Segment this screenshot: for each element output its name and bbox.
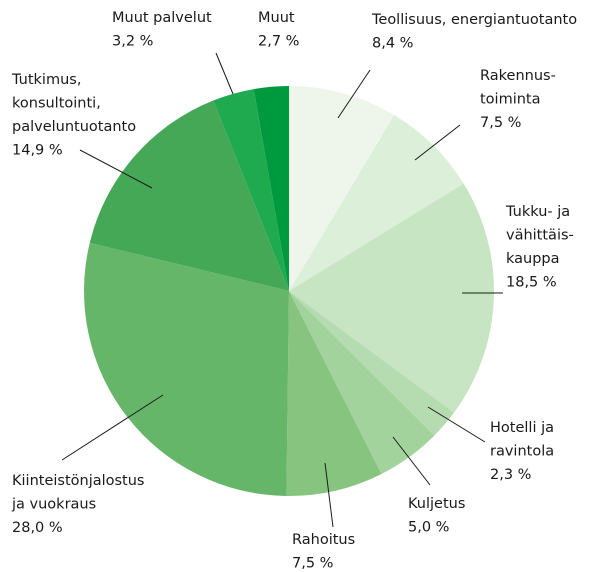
slice-label: toiminta <box>480 92 541 108</box>
slice-label: Kiinteistönjalostus <box>12 473 145 489</box>
leader-line <box>215 52 234 95</box>
leader-line <box>324 462 334 528</box>
value-label: 8,4 % <box>372 36 413 52</box>
value-label: 2,3 % <box>490 467 531 483</box>
slice-label: Hotelli ja <box>490 420 554 436</box>
leader-line <box>427 406 486 443</box>
slice-label: ravintola <box>490 444 554 460</box>
pie-slice <box>84 242 289 496</box>
leader-line <box>61 394 164 461</box>
slice-label: kauppa <box>506 251 560 267</box>
value-label: 3,2 % <box>112 34 153 50</box>
leader-line <box>337 69 371 119</box>
pie-slice <box>289 183 494 413</box>
slice-label: palveluntuotanto <box>12 119 136 135</box>
value-label: 7,5 % <box>480 115 521 131</box>
slice-label: Rahoitus <box>292 532 355 548</box>
slice-label: konsultointi, <box>12 96 101 112</box>
pie-slice <box>89 100 290 292</box>
leader-line <box>414 124 461 161</box>
slice-label: Tukku- ja <box>505 204 570 220</box>
slice-label: Rakennus- <box>480 68 556 84</box>
pie-slice <box>289 86 395 291</box>
slice-label: vähittäis- <box>506 228 574 244</box>
value-label: 2,7 % <box>258 34 299 50</box>
pie-slice <box>286 291 382 496</box>
pie-slice <box>289 291 455 436</box>
pie-slice <box>213 89 289 291</box>
pie-slice <box>253 86 289 291</box>
slice-label: Muut palvelut <box>112 10 212 26</box>
pie-slice <box>289 291 435 474</box>
value-label: 14,9 % <box>12 143 63 159</box>
slice-label: Kuljetus <box>408 496 465 512</box>
value-label: 5,0 % <box>408 520 449 536</box>
slice-label: ja vuokraus <box>11 497 96 513</box>
value-label: 7,5 % <box>292 556 333 572</box>
leader-line <box>392 436 431 486</box>
leader-line <box>79 149 153 189</box>
value-label: 18,5 % <box>506 275 557 291</box>
slice-label: Tutkimus, <box>11 72 81 88</box>
slice-label: Teollisuus, energiantuotanto <box>371 12 577 28</box>
value-label: 28,0 % <box>12 520 63 536</box>
slice-label: Muut <box>258 10 295 26</box>
pie-slice <box>289 115 464 291</box>
